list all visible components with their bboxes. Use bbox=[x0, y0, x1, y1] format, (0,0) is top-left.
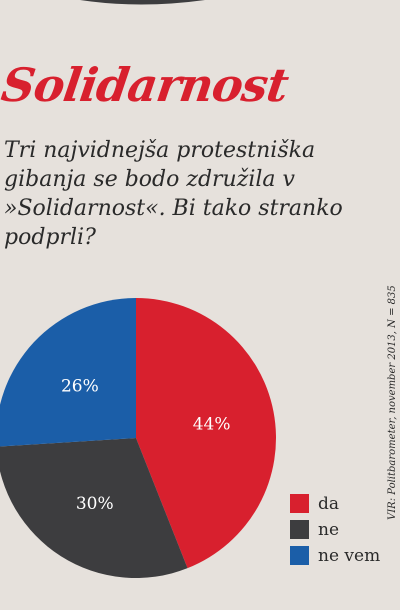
legend-item-ne-vem: ne vem bbox=[290, 545, 381, 566]
legend-label: ne bbox=[318, 519, 340, 540]
source-note: VIR: Politbarometer, november 2013, N = … bbox=[387, 285, 398, 520]
legend-swatch bbox=[290, 520, 309, 539]
chart-legend: da ne ne vem bbox=[290, 494, 380, 572]
pie-label-ne-vem: 26% bbox=[61, 376, 99, 396]
legend-label: da bbox=[318, 493, 340, 514]
pie-slice-da bbox=[136, 298, 276, 569]
pie-slice-ne bbox=[0, 438, 188, 578]
pie-chart: 44% 30% 26% bbox=[0, 298, 276, 578]
legend-swatch bbox=[290, 494, 309, 513]
legend-label: ne vem bbox=[318, 545, 381, 566]
legend-swatch bbox=[290, 546, 309, 565]
pie-slice-ne-vem bbox=[0, 298, 136, 447]
previous-graphic-arc bbox=[80, 0, 205, 5]
survey-question: Tri najvidnejša protestniška gibanja se … bbox=[4, 138, 343, 250]
legend-item-da: da bbox=[290, 493, 380, 514]
pie-label-da: 44% bbox=[193, 415, 231, 435]
legend-item-ne: ne bbox=[290, 519, 380, 540]
pie-label-ne: 30% bbox=[76, 494, 114, 514]
headline: Solidarnost bbox=[0, 58, 292, 112]
